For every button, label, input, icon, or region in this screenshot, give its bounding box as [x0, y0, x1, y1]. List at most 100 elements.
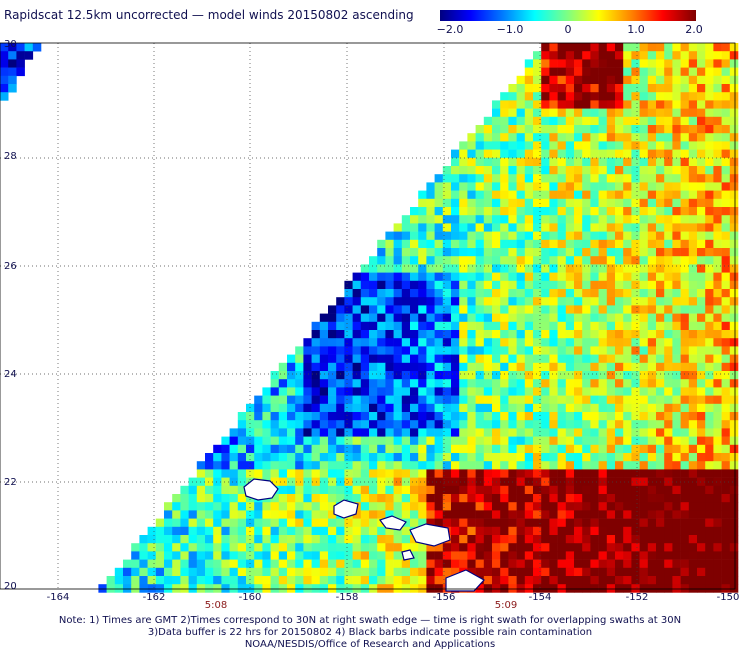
- wind-cell: [615, 305, 624, 314]
- wind-cell: [639, 461, 649, 470]
- wind-cell: [287, 354, 296, 364]
- wind-cell: [516, 502, 526, 511]
- wind-cell: [483, 362, 493, 372]
- wind-cell: [434, 436, 444, 446]
- wind-cell: [483, 330, 493, 339]
- wind-cell: [8, 51, 17, 60]
- wind-cell: [606, 567, 616, 577]
- wind-cell: [697, 231, 706, 241]
- wind-cell: [426, 379, 435, 388]
- wind-cell: [467, 248, 476, 257]
- wind-cell: [303, 453, 312, 462]
- wind-cell: [697, 125, 706, 134]
- wind-cell: [188, 576, 198, 585]
- wind-cell: [516, 141, 526, 150]
- wind-cell: [664, 494, 673, 503]
- wind-cell: [623, 51, 632, 60]
- wind-cell: [196, 543, 206, 552]
- wind-cell: [565, 559, 575, 569]
- wind-cell: [549, 141, 558, 150]
- wind-cell: [713, 256, 722, 265]
- wind-cell: [565, 231, 575, 241]
- page-title: Rapidscat 12.5km uncorrected — model win…: [4, 8, 414, 22]
- wind-cell: [541, 420, 550, 429]
- wind-cell: [278, 494, 288, 503]
- wind-cell: [524, 576, 534, 585]
- wind-cell: [713, 43, 722, 52]
- wind-cell: [680, 141, 690, 150]
- wind-cell: [557, 100, 567, 109]
- wind-cell: [590, 584, 599, 593]
- wind-cell: [516, 543, 526, 552]
- wind-cell: [418, 272, 427, 282]
- wind-cell: [623, 313, 632, 323]
- wind-cell: [533, 403, 542, 413]
- wind-cell: [467, 207, 476, 216]
- wind-cell: [188, 510, 198, 519]
- wind-cell: [254, 526, 263, 536]
- wind-cell: [459, 551, 468, 560]
- wind-difference-cells: [0, 43, 739, 593]
- wind-cell: [172, 551, 181, 560]
- wind-cell: [483, 289, 493, 298]
- wind-cell: [352, 518, 362, 528]
- wind-cell: [524, 166, 534, 175]
- wind-cell: [475, 412, 485, 421]
- wind-cell: [385, 428, 394, 437]
- wind-cell: [590, 444, 599, 454]
- wind-cell: [524, 207, 534, 216]
- wind-cell: [713, 420, 722, 429]
- wind-cell: [639, 518, 649, 528]
- wind-cell: [516, 125, 526, 134]
- wind-cell: [410, 543, 419, 552]
- wind-cell: [557, 264, 567, 273]
- wind-cell: [557, 215, 567, 224]
- wind-cell: [541, 256, 550, 265]
- wind-cell: [295, 494, 304, 503]
- wind-cell: [729, 510, 739, 519]
- wind-cell: [590, 469, 599, 478]
- wind-cell: [467, 289, 476, 298]
- wind-cell: [377, 330, 386, 339]
- wind-cell: [574, 559, 583, 569]
- wind-cell: [123, 559, 132, 569]
- wind-cell: [385, 264, 394, 273]
- colorbar-label: −1.0: [496, 23, 524, 36]
- wind-cell: [729, 92, 739, 101]
- wind-cell: [410, 387, 419, 396]
- wind-cell: [631, 125, 640, 134]
- wind-cell: [360, 510, 370, 519]
- wind-cell: [639, 362, 649, 372]
- wind-cell: [729, 182, 739, 191]
- wind-cell: [451, 256, 460, 265]
- wind-cell: [434, 412, 444, 421]
- wind-cell: [549, 469, 558, 478]
- wind-cell: [574, 59, 583, 68]
- wind-cell: [565, 108, 575, 118]
- wind-cell: [598, 543, 608, 552]
- wind-cell: [508, 379, 517, 388]
- wind-cell: [172, 543, 181, 552]
- wind-cell: [196, 494, 206, 503]
- wind-cell: [451, 313, 460, 323]
- wind-cell: [344, 362, 353, 372]
- wind-cell: [483, 510, 493, 519]
- wind-cell: [647, 461, 657, 470]
- wind-cell: [574, 387, 583, 396]
- wind-cell: [533, 215, 542, 224]
- wind-cell: [697, 379, 706, 388]
- wind-cell: [516, 321, 526, 331]
- wind-cell: [483, 141, 493, 150]
- wind-cell: [574, 461, 583, 470]
- wind-cell: [213, 453, 222, 462]
- wind-cell: [254, 518, 263, 528]
- wind-cell: [385, 535, 394, 544]
- wind-cell: [647, 510, 657, 519]
- wind-cell: [483, 149, 493, 159]
- wind-cell: [393, 502, 403, 511]
- wind-cell: [688, 59, 698, 68]
- wind-cell: [459, 469, 468, 478]
- wind-cell: [557, 567, 567, 577]
- wind-cell: [574, 395, 583, 405]
- wind-cell: [270, 420, 280, 429]
